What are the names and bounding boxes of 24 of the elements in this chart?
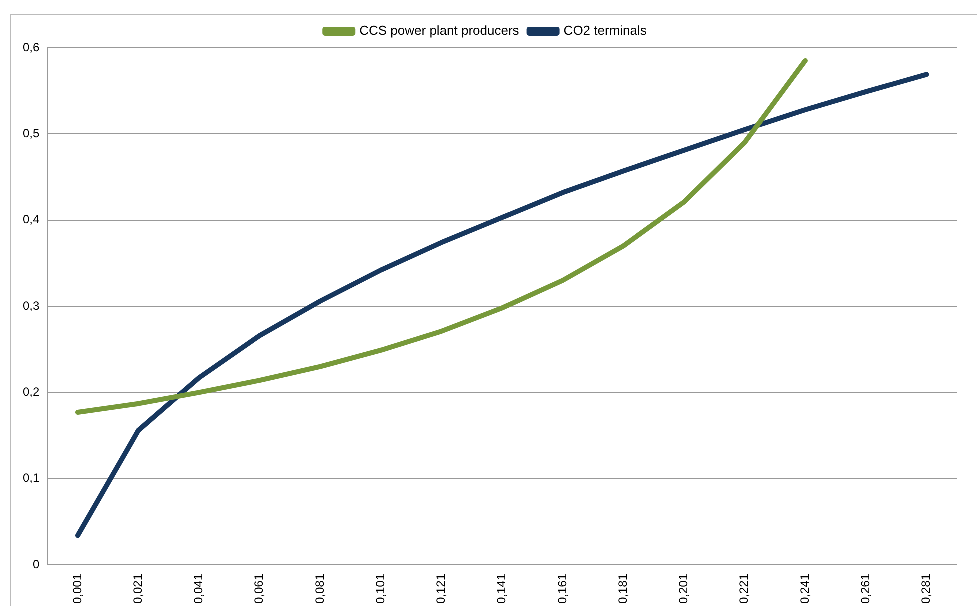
x-tick-label: 0,241	[798, 574, 812, 604]
y-tick-label: 0	[32, 557, 40, 572]
x-tick-label: 0,261	[858, 574, 872, 604]
x-tick-label: 0,121	[434, 574, 448, 604]
legend-label: CO2 terminals	[564, 23, 648, 38]
x-tick-label: 0,041	[192, 574, 206, 604]
x-tick-label: 0,081	[312, 574, 327, 604]
y-tick-label: 0,3	[22, 298, 40, 313]
x-tick-label: 0,161	[555, 574, 570, 604]
x-tick-label: 0,001	[70, 574, 84, 604]
y-tick-label: 0,5	[22, 126, 40, 140]
x-tick-label: 0,281	[919, 574, 933, 604]
x-tick-label: 0,201	[676, 574, 691, 604]
legend-label: CCS power plant producers	[360, 23, 520, 38]
x-tick-label: 0,101	[373, 574, 388, 604]
x-tick-label: 0,221	[737, 574, 752, 604]
y-tick-label: 0,2	[22, 384, 40, 399]
x-tick-label: 0,021	[130, 574, 145, 604]
y-tick-label: 0,1	[22, 471, 40, 486]
y-tick-label: 0,4	[22, 212, 40, 227]
y-tick-label: 0,6	[22, 40, 40, 54]
x-tick-label: 0,141	[494, 574, 509, 604]
x-tick-label: 0,061	[252, 574, 266, 604]
x-tick-label: 0,181	[616, 574, 630, 604]
